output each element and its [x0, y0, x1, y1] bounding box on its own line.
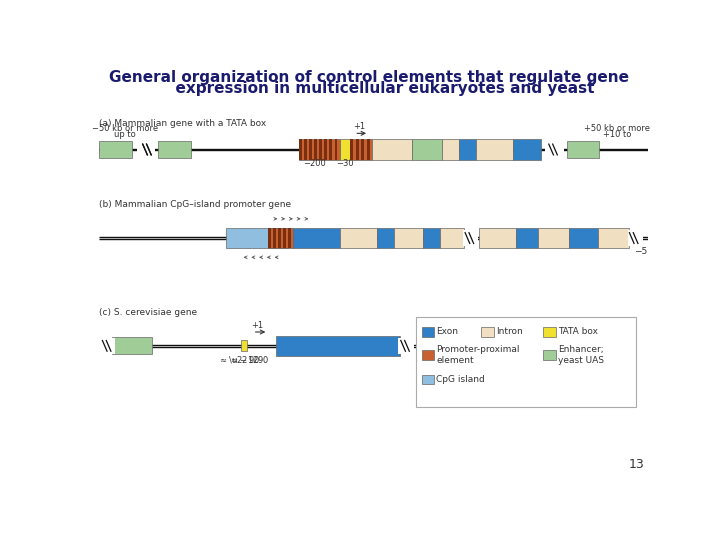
Bar [366, 139, 369, 159]
Bar [567, 141, 599, 158]
Bar [310, 139, 312, 159]
Bar [372, 139, 413, 159]
Bar [276, 336, 400, 356]
Bar [283, 228, 286, 248]
Bar [305, 139, 307, 159]
Bar [413, 139, 442, 159]
Bar [315, 139, 317, 159]
Bar [356, 139, 359, 159]
Bar [394, 228, 423, 248]
Bar [422, 327, 434, 336]
Bar [330, 139, 332, 159]
Bar [476, 139, 513, 159]
Bar [544, 327, 556, 336]
Bar [422, 375, 434, 384]
Text: Enhancer;
yeast UAS: Enhancer; yeast UAS [558, 345, 604, 366]
Bar [288, 228, 291, 248]
Bar [340, 228, 377, 248]
Text: General organization of control elements that regulate gene: General organization of control elements… [109, 70, 629, 85]
Bar [241, 340, 248, 351]
Bar [225, 228, 287, 248]
Text: (a) Mammalian gene with a TATA box: (a) Mammalian gene with a TATA box [99, 119, 266, 128]
Bar [300, 139, 340, 159]
Bar [335, 139, 337, 159]
Text: Exon: Exon [436, 327, 459, 336]
Bar [628, 231, 644, 246]
Bar [422, 350, 434, 360]
Text: $\approx$\u221290: $\approx$\u221290 [218, 354, 270, 365]
Bar [598, 228, 629, 248]
Bar [442, 139, 459, 159]
Bar [441, 228, 464, 248]
Bar [463, 231, 478, 246]
Bar [351, 139, 354, 159]
Bar [398, 338, 414, 354]
Text: +10 to: +10 to [603, 130, 631, 139]
Bar [377, 228, 394, 248]
Text: −5: −5 [634, 247, 647, 256]
Text: 13: 13 [629, 458, 644, 471]
Bar [516, 228, 538, 248]
Text: TATA box: TATA box [558, 327, 598, 336]
Bar [482, 327, 494, 336]
Text: +1: +1 [354, 122, 366, 131]
Text: CpG island: CpG island [436, 375, 485, 384]
Bar [415, 316, 636, 408]
Bar [325, 139, 327, 159]
Text: −50 kb or more: −50 kb or more [92, 124, 158, 133]
Bar [513, 139, 541, 159]
Text: Promoter-proximal
element: Promoter-proximal element [436, 345, 520, 366]
Bar [99, 338, 114, 354]
Text: +50 kb or more: +50 kb or more [584, 124, 650, 133]
Text: +1: +1 [251, 321, 264, 330]
Bar [320, 139, 322, 159]
Bar [158, 141, 191, 158]
Text: −30: −30 [336, 159, 354, 167]
Text: $\approx\!-90$: $\approx\!-90$ [229, 354, 260, 365]
Bar [544, 350, 556, 360]
Text: (c) S. cerevisiae gene: (c) S. cerevisiae gene [99, 308, 197, 316]
Bar [545, 143, 564, 156]
Bar [479, 228, 516, 248]
Bar [269, 228, 271, 248]
Text: −200: −200 [303, 159, 326, 167]
Bar [351, 139, 372, 159]
Bar [569, 228, 598, 248]
Bar [269, 228, 293, 248]
Bar [300, 139, 302, 159]
Bar [423, 228, 441, 248]
Bar [293, 228, 340, 248]
Bar [278, 228, 281, 248]
Text: up to: up to [114, 130, 136, 139]
Bar [99, 141, 132, 158]
Bar [137, 143, 155, 156]
Bar [361, 139, 364, 159]
Bar [341, 139, 351, 159]
Text: expression in multicellular eukaryotes and yeast: expression in multicellular eukaryotes a… [144, 81, 594, 96]
Bar [538, 228, 569, 248]
Text: Intron: Intron [496, 327, 523, 336]
Bar [273, 228, 276, 248]
Bar [112, 338, 152, 354]
Bar [459, 139, 476, 159]
Text: (b) Mammalian CpG–island promoter gene: (b) Mammalian CpG–island promoter gene [99, 200, 292, 209]
